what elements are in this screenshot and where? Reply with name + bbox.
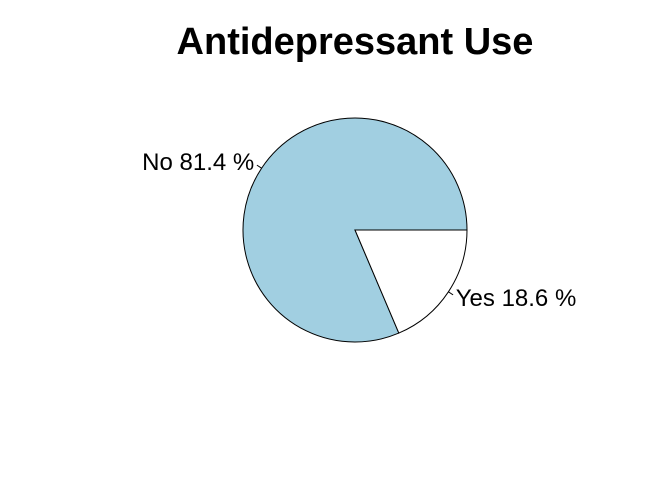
chart-title: Antidepressant Use	[177, 21, 534, 63]
slice-label-yes: Yes 18.6 %	[456, 285, 577, 312]
pie-slices	[242, 117, 468, 343]
leader-line-yes	[448, 291, 454, 296]
pie-slice-no	[242, 117, 468, 343]
slice-label-no: No 81.4 %	[142, 149, 254, 176]
pie-slice-yes	[354, 229, 468, 334]
leader-line-no	[256, 164, 262, 169]
pie-labels: No 81.4 % Yes 18.6 %	[142, 149, 576, 312]
